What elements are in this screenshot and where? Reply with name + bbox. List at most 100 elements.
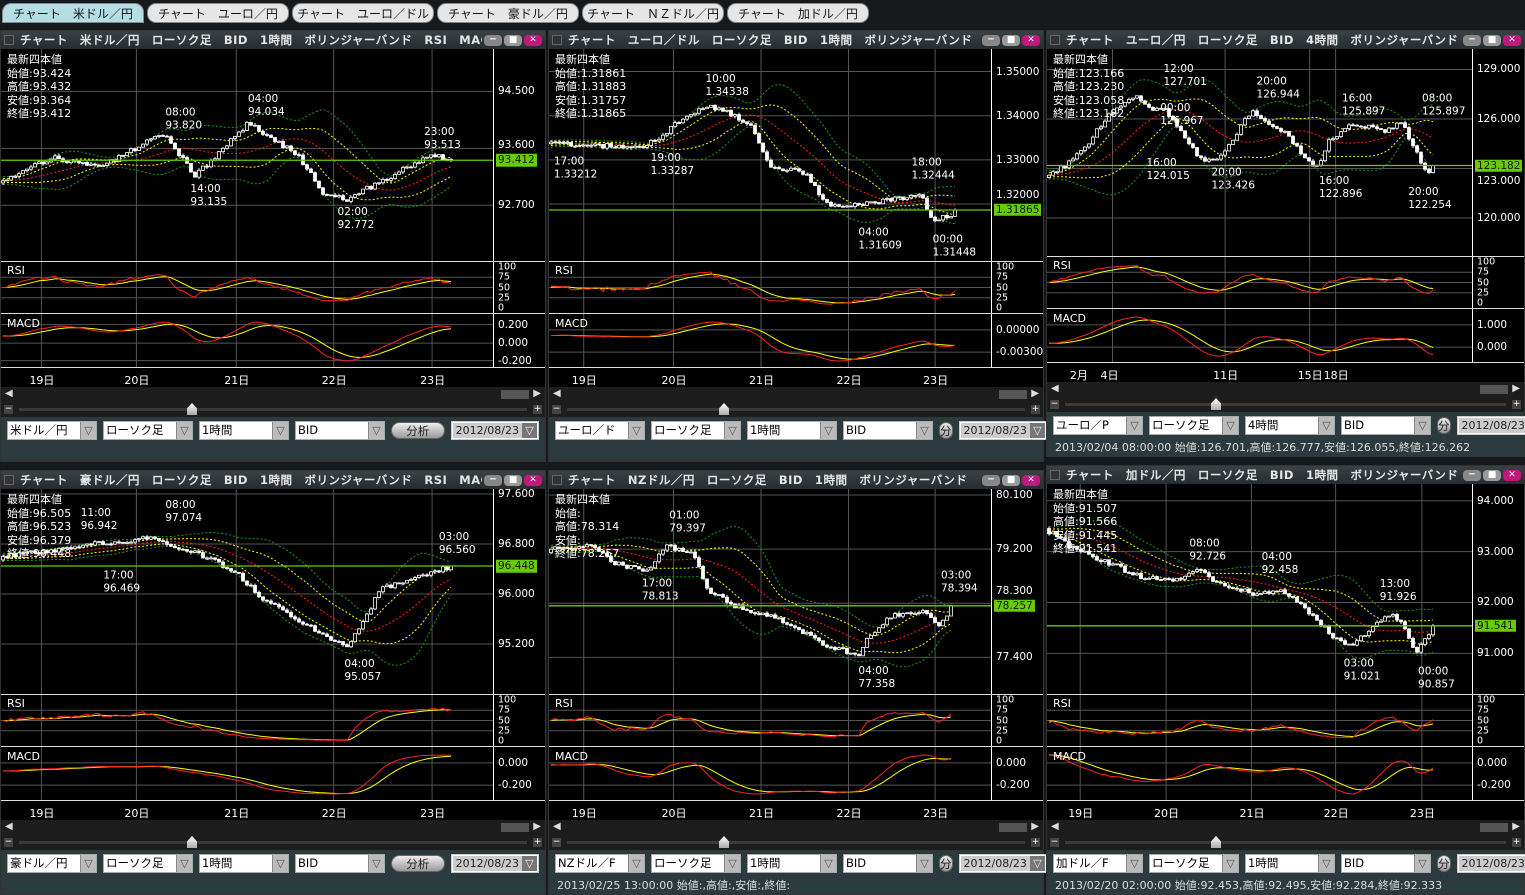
tab-usdjpy[interactable]: チャート 米ドル／円: [2, 3, 144, 23]
price-chart[interactable]: 10:001.34338 17:001.33212 19:001.33287 18:0…: [549, 49, 991, 261]
zoom-slider[interactable]: − +: [1047, 835, 1524, 850]
zoom-slider-track[interactable]: [19, 841, 527, 844]
chevron-down-icon[interactable]: ▽: [1222, 416, 1238, 434]
horizontal-scrollbar[interactable]: ◀ ▶: [549, 387, 1043, 402]
chevron-down-icon[interactable]: ▽: [1126, 416, 1142, 434]
horizontal-scrollbar[interactable]: ◀ ▶: [1047, 820, 1524, 835]
minimize-button[interactable]: ━: [484, 34, 502, 46]
panel-title-bar[interactable]: チャート 加ドル／円 ローソク足 BID 1時間 ボリンジャーバンド RSI ·…: [1047, 466, 1524, 484]
close-button[interactable]: ✕: [1503, 469, 1521, 481]
scroll-left-icon[interactable]: ◀: [553, 821, 561, 832]
zoom-out-icon[interactable]: −: [552, 404, 561, 414]
maximize-button[interactable]: ■: [1483, 34, 1501, 46]
period-select[interactable]: 1時間 ▽: [199, 853, 289, 873]
price-type-select[interactable]: BID ▽: [295, 853, 385, 873]
chevron-down-icon[interactable]: ▽: [80, 854, 96, 872]
minimize-button[interactable]: ━: [1463, 469, 1481, 481]
panel-select-checkbox[interactable]: [552, 475, 562, 485]
scrollbar-thumb[interactable]: [999, 390, 1027, 399]
scroll-left-icon[interactable]: ◀: [1051, 383, 1059, 394]
scroll-left-icon[interactable]: ◀: [553, 388, 561, 399]
close-button[interactable]: ✕: [1022, 474, 1040, 486]
scroll-left-icon[interactable]: ◀: [5, 388, 13, 399]
analyze-button[interactable]: 分析: [1437, 416, 1451, 450]
chevron-down-icon[interactable]: ▽: [1029, 855, 1045, 871]
panel-title-bar[interactable]: チャート NZドル／円 ローソク足 BID 1時間 ボリンジャーバンド RSI …: [549, 471, 1043, 489]
period-select[interactable]: 4時間 ▽: [1245, 415, 1335, 435]
zoom-in-icon[interactable]: +: [533, 404, 542, 414]
minimize-button[interactable]: ━: [484, 474, 502, 486]
chevron-down-icon[interactable]: ▽: [1222, 854, 1238, 872]
maximize-button[interactable]: ■: [1483, 469, 1501, 481]
panel-title-bar[interactable]: チャート 米ドル／円 ローソク足 BID 1時間 ボリンジャーバンド RSI M…: [1, 31, 545, 49]
chevron-down-icon[interactable]: ▽: [724, 421, 740, 439]
scroll-right-icon[interactable]: ▶: [1512, 821, 1520, 832]
horizontal-scrollbar[interactable]: ◀ ▶: [1, 387, 545, 402]
analyze-button[interactable]: 分析: [1437, 854, 1451, 888]
scrollbar-thumb[interactable]: [501, 823, 529, 832]
currency-pair-select[interactable]: 豪ドル／円 ▽: [7, 853, 97, 873]
zoom-out-icon[interactable]: −: [552, 837, 561, 847]
panel-select-checkbox[interactable]: [1050, 35, 1060, 45]
tab-eurusd[interactable]: チャート ユーロ／円: [147, 3, 289, 23]
close-button[interactable]: ✕: [524, 34, 542, 46]
panel-title-bar[interactable]: チャート 豪ドル／円 ローソク足 BID 1時間 ボリンジャーバンド RSI M…: [1, 471, 545, 489]
zoom-slider[interactable]: − +: [549, 402, 1043, 417]
scrollbar-thumb[interactable]: [501, 390, 529, 399]
horizontal-scrollbar[interactable]: ◀ ▶: [549, 820, 1043, 835]
zoom-slider-thumb[interactable]: [719, 836, 729, 848]
chart-type-select[interactable]: ローソク足 ▽: [651, 420, 741, 440]
chevron-down-icon[interactable]: ▽: [272, 854, 288, 872]
zoom-slider-thumb[interactable]: [1211, 836, 1221, 848]
period-select[interactable]: 1時間 ▽: [1245, 853, 1335, 873]
chart-type-select[interactable]: ローソク足 ▽: [103, 853, 193, 873]
zoom-out-icon[interactable]: −: [4, 404, 13, 414]
date-field[interactable]: 2012/08/23▽: [450, 420, 539, 440]
scrollbar-thumb[interactable]: [1480, 823, 1508, 832]
currency-pair-select[interactable]: 加ドル／F ▽: [1053, 853, 1143, 873]
panel-select-checkbox[interactable]: [1050, 470, 1060, 480]
chevron-down-icon[interactable]: ▽: [724, 854, 740, 872]
tab-cadjpy[interactable]: チャート 加ドル／円: [727, 3, 869, 23]
chevron-down-icon[interactable]: ▽: [1414, 416, 1430, 434]
zoom-slider-track[interactable]: [567, 841, 1025, 844]
date-field[interactable]: 2012/08/23▽: [1456, 415, 1525, 435]
chevron-down-icon[interactable]: ▽: [1318, 854, 1334, 872]
currency-pair-select[interactable]: 米ドル／円 ▽: [7, 420, 97, 440]
analyze-button[interactable]: 分析: [391, 421, 445, 439]
close-button[interactable]: ✕: [524, 474, 542, 486]
price-type-select[interactable]: BID ▽: [295, 420, 385, 440]
zoom-in-icon[interactable]: +: [1031, 404, 1040, 414]
chevron-down-icon[interactable]: ▽: [916, 854, 932, 872]
scroll-right-icon[interactable]: ▶: [1031, 388, 1039, 399]
minimize-button[interactable]: ━: [982, 474, 1000, 486]
period-select[interactable]: 1時間 ▽: [747, 420, 837, 440]
zoom-slider-thumb[interactable]: [187, 836, 197, 848]
chart-type-select[interactable]: ローソク足 ▽: [1149, 415, 1239, 435]
chevron-down-icon[interactable]: ▽: [368, 421, 384, 439]
chevron-down-icon[interactable]: ▽: [522, 422, 537, 438]
horizontal-scrollbar[interactable]: ◀ ▶: [1047, 382, 1524, 397]
chevron-down-icon[interactable]: ▽: [916, 421, 932, 439]
currency-pair-select[interactable]: ユーロ／ド ▽: [555, 420, 645, 440]
chevron-down-icon[interactable]: ▽: [272, 421, 288, 439]
zoom-in-icon[interactable]: +: [1512, 399, 1521, 409]
panel-select-checkbox[interactable]: [4, 475, 14, 485]
chart-type-select[interactable]: ローソク足 ▽: [1149, 853, 1239, 873]
date-field[interactable]: 2012/08/23▽: [1456, 853, 1525, 873]
price-type-select[interactable]: BID ▽: [843, 420, 933, 440]
zoom-slider-track[interactable]: [1065, 403, 1506, 406]
chevron-down-icon[interactable]: ▽: [368, 854, 384, 872]
tab-audjpy[interactable]: チャート 豪ドル／円: [437, 3, 579, 23]
scroll-left-icon[interactable]: ◀: [1051, 821, 1059, 832]
zoom-slider[interactable]: − +: [1047, 397, 1524, 412]
zoom-slider-track[interactable]: [19, 408, 527, 411]
price-type-select[interactable]: BID ▽: [1341, 853, 1431, 873]
panel-title-bar[interactable]: チャート ユーロ／円 ローソク足 BID 4時間 ボリンジャーバンド RSI ·…: [1047, 31, 1524, 49]
chevron-down-icon[interactable]: ▽: [820, 421, 836, 439]
maximize-button[interactable]: ■: [504, 34, 522, 46]
